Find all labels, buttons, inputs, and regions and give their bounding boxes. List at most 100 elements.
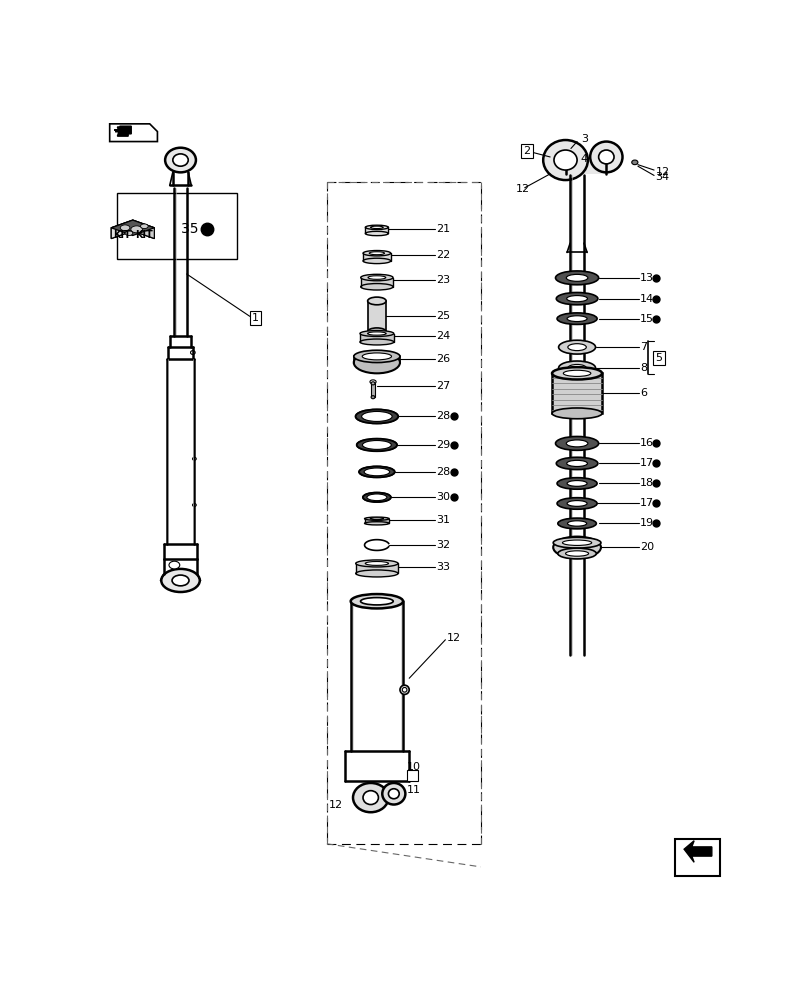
Ellipse shape (555, 271, 598, 285)
Text: 12: 12 (515, 184, 529, 194)
Ellipse shape (355, 410, 397, 423)
Ellipse shape (125, 231, 133, 235)
Ellipse shape (565, 440, 587, 447)
Ellipse shape (192, 457, 196, 460)
Text: 11: 11 (406, 785, 420, 795)
Ellipse shape (365, 225, 388, 229)
Text: 9: 9 (409, 770, 415, 780)
Ellipse shape (557, 548, 595, 559)
Text: 15: 15 (639, 314, 654, 324)
Ellipse shape (370, 380, 375, 384)
Ellipse shape (364, 522, 388, 525)
Ellipse shape (388, 789, 399, 799)
Ellipse shape (566, 481, 586, 486)
Text: 21: 21 (436, 224, 450, 234)
Bar (564, 158, 606, 174)
Text: KIT: KIT (113, 230, 131, 240)
Bar (365, 227, 388, 233)
Ellipse shape (191, 351, 195, 354)
Ellipse shape (360, 598, 393, 605)
Ellipse shape (556, 498, 596, 509)
Ellipse shape (355, 570, 397, 577)
Text: 6: 6 (639, 388, 646, 398)
Ellipse shape (401, 687, 406, 692)
Ellipse shape (590, 142, 622, 172)
Ellipse shape (563, 370, 590, 376)
Polygon shape (684, 841, 711, 862)
Bar (406, 770, 417, 781)
Ellipse shape (131, 226, 142, 233)
Ellipse shape (556, 292, 597, 305)
Text: 7: 7 (639, 342, 646, 352)
Ellipse shape (363, 258, 390, 264)
Ellipse shape (556, 313, 596, 324)
Ellipse shape (363, 493, 390, 502)
Ellipse shape (359, 331, 393, 336)
Text: 23: 23 (436, 275, 450, 285)
Text: 27: 27 (436, 381, 450, 391)
Ellipse shape (361, 411, 392, 421)
Ellipse shape (555, 436, 598, 450)
Ellipse shape (365, 231, 388, 236)
Text: 18: 18 (639, 478, 654, 488)
Bar (355, 563, 397, 573)
Text: 24: 24 (436, 331, 450, 341)
Bar (674, 839, 719, 876)
Bar (364, 519, 388, 523)
Ellipse shape (371, 382, 375, 385)
Ellipse shape (192, 503, 196, 507)
Ellipse shape (566, 460, 586, 467)
Ellipse shape (367, 328, 386, 336)
Ellipse shape (350, 594, 402, 608)
Text: 12: 12 (446, 633, 461, 643)
Ellipse shape (551, 367, 602, 379)
Ellipse shape (360, 284, 393, 290)
Text: 20: 20 (639, 542, 654, 552)
Ellipse shape (370, 518, 383, 520)
Text: 31: 31 (436, 515, 449, 525)
Ellipse shape (360, 274, 393, 281)
Ellipse shape (552, 537, 600, 548)
Ellipse shape (565, 274, 587, 281)
Ellipse shape (367, 494, 386, 501)
Ellipse shape (359, 339, 393, 345)
Ellipse shape (567, 344, 586, 351)
Text: 13: 13 (639, 273, 654, 283)
Text: 25: 25 (436, 311, 450, 321)
Ellipse shape (400, 685, 409, 694)
Text: 34: 34 (654, 172, 669, 182)
Ellipse shape (556, 457, 597, 470)
Text: 17: 17 (639, 498, 654, 508)
Bar (118, 193, 237, 259)
Ellipse shape (362, 441, 391, 449)
Text: 16: 16 (639, 438, 654, 448)
Ellipse shape (567, 521, 586, 526)
Ellipse shape (363, 251, 390, 256)
Ellipse shape (363, 468, 389, 476)
Ellipse shape (369, 252, 384, 255)
Ellipse shape (356, 439, 397, 451)
Ellipse shape (353, 783, 388, 812)
Text: 14: 14 (639, 294, 654, 304)
Ellipse shape (161, 569, 200, 592)
Text: 2: 2 (523, 146, 530, 156)
Ellipse shape (354, 350, 400, 363)
Text: 19: 19 (639, 518, 654, 528)
Ellipse shape (562, 540, 591, 545)
Text: 12: 12 (328, 800, 343, 810)
Text: KIT: KIT (135, 230, 152, 240)
Bar (551, 373, 602, 413)
Text: 4: 4 (580, 153, 587, 163)
Bar (359, 334, 393, 342)
Text: 22: 22 (436, 250, 450, 260)
Ellipse shape (598, 150, 613, 164)
Ellipse shape (355, 410, 397, 423)
Text: 28: 28 (436, 467, 450, 477)
Ellipse shape (557, 518, 595, 529)
Polygon shape (111, 220, 154, 235)
Ellipse shape (358, 466, 394, 477)
Text: 30: 30 (436, 492, 449, 502)
Text: 29: 29 (436, 440, 450, 450)
Ellipse shape (566, 501, 586, 506)
Ellipse shape (358, 466, 394, 477)
